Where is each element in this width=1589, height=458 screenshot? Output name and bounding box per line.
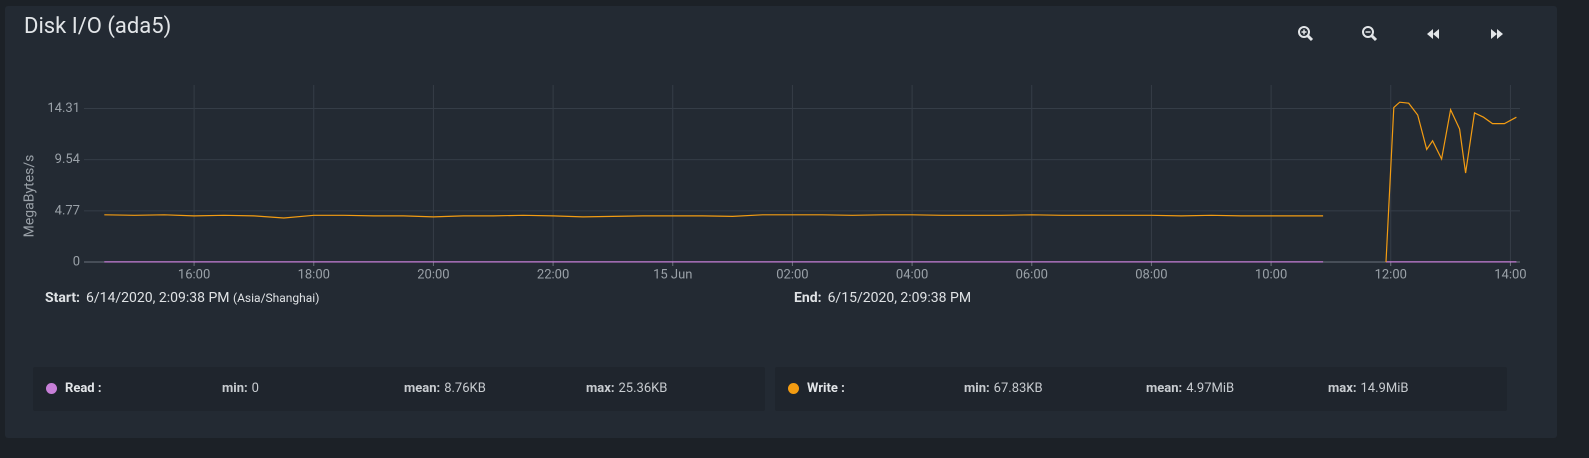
stat-value: 14.9MiB (1360, 381, 1409, 396)
x-tick-label: 04:00 (896, 267, 928, 282)
end-label: End: (794, 290, 822, 306)
y-tick-label: 14.31 (47, 101, 80, 116)
stat-value: 8.76KB (444, 381, 486, 396)
legend-name: Write : (807, 381, 845, 396)
stat-value: 67.83KB (993, 381, 1043, 396)
stat-label: min: (964, 381, 990, 396)
legend-name: Read : (65, 381, 102, 396)
x-tick-label: 10:00 (1255, 267, 1287, 282)
pan-back-button[interactable] (1417, 18, 1449, 50)
x-tick-label: 16:00 (178, 267, 210, 282)
legend-stat: mean: 8.76KB (404, 381, 486, 396)
chart: MegaBytes/s 0 4.77 9.54 14.31 16:00 18:00 20:0… (22, 85, 1527, 282)
x-tick-label: 08:00 (1135, 267, 1167, 282)
stat-value: 25.36KB (618, 381, 668, 396)
y-tick-label: 4.77 (55, 203, 80, 218)
legend-swatch (46, 383, 57, 394)
x-tick-label: 02:00 (776, 267, 808, 282)
x-tick-label: 18:00 (298, 267, 330, 282)
panel-title: Disk I/O (ada5) (24, 14, 172, 39)
legend-stat: max: 14.9MiB (1328, 381, 1408, 396)
end-value: 6/15/2020, 2:09:38 PM (827, 290, 972, 306)
x-tick-label: 06:00 (1016, 267, 1048, 282)
card (5, 6, 1557, 438)
stat-label: max: (1328, 381, 1357, 396)
legend-stat: min: 67.83KB (964, 381, 1043, 396)
stat-label: min: (222, 381, 248, 396)
stat-label: max: (586, 381, 615, 396)
x-tick-label: 14:00 (1494, 267, 1526, 282)
stat-value: 0 (251, 381, 259, 396)
y-tick-label: 9.54 (55, 152, 81, 167)
legend-stat: min: 0 (222, 381, 259, 396)
start-range: Start: 6/14/2020, 2:09:38 PM (Asia/Shangh… (45, 290, 319, 306)
zoom-in-button[interactable] (1290, 18, 1322, 50)
pan-forward-button[interactable] (1481, 18, 1513, 50)
start-label: Start: (45, 290, 80, 306)
y-tick-label: 0 (73, 254, 80, 269)
x-tick-label: 22:00 (537, 267, 569, 282)
x-tick-label: 20:00 (417, 267, 449, 282)
legend-box: Write : min: 67.83KB mean: 4.97MiB max: 14.9Mi… (775, 367, 1507, 411)
y-axis-label: MegaBytes/s (22, 155, 38, 238)
legend-box: Read : min: 0 mean: 8.76KB max: 25.36KB (33, 367, 765, 411)
legend-stat: mean: 4.97MiB (1146, 381, 1234, 396)
start-value: 6/14/2020, 2:09:38 PM (86, 290, 230, 306)
timezone: (Asia/Shanghai) (233, 291, 320, 305)
series-line (104, 101, 1517, 263)
zoom-out-button[interactable] (1354, 18, 1386, 50)
x-tick-label: 12:00 (1375, 267, 1407, 282)
legend-swatch (788, 383, 799, 394)
legend-stat: max: 25.36KB (586, 381, 667, 396)
end-range: End: 6/15/2020, 2:09:38 PM (794, 290, 971, 306)
stat-value: 4.97MiB (1186, 381, 1235, 396)
x-tick-label: 15 Jun (653, 267, 692, 282)
stat-label: mean: (404, 381, 441, 396)
stat-label: mean: (1146, 381, 1183, 396)
